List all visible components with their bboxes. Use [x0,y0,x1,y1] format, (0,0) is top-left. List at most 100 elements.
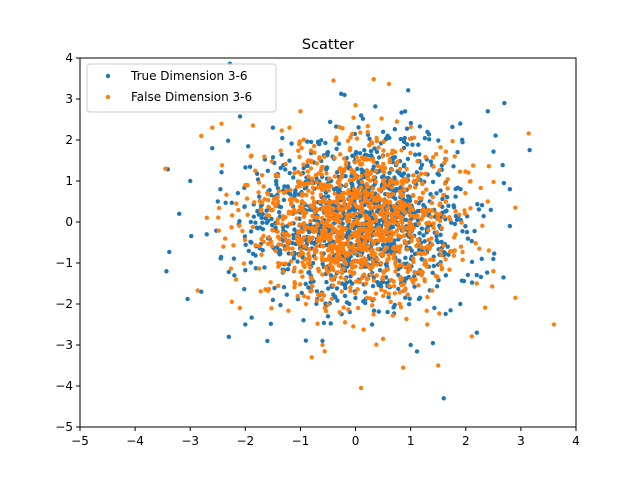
data-point [415,178,421,183]
data-point [459,278,465,283]
data-point [371,175,376,180]
data-point [389,185,395,190]
y-tick-label: 4 [65,51,73,65]
y-tick-label: 1 [65,174,73,188]
data-point [472,228,477,234]
data-point [301,166,306,171]
data-point [316,292,321,298]
data-point [390,313,396,318]
data-point [276,242,281,247]
data-point [392,126,398,132]
data-point [342,320,348,325]
data-point [384,225,389,230]
data-point [492,251,497,256]
data-point [447,214,452,220]
data-point [219,163,225,168]
data-point [235,190,241,196]
data-point [243,242,248,248]
data-point [451,235,457,240]
data-point [374,342,379,347]
data-point [421,209,427,214]
data-point [331,206,336,211]
data-point [219,170,224,175]
data-point [412,215,417,220]
data-point [375,257,380,262]
data-point [373,179,379,184]
data-point [376,238,381,243]
data-point [443,209,448,214]
data-point [242,204,247,209]
data-point [460,229,465,234]
data-point [256,212,262,217]
data-point [363,196,368,202]
data-point [287,221,292,227]
data-point [269,216,274,222]
data-point [339,270,345,276]
data-point [384,242,390,247]
data-point [477,246,482,251]
data-point [414,349,420,354]
data-point [357,214,363,219]
data-point [298,204,303,209]
data-point [280,269,286,274]
data-point [349,261,354,267]
data-point [368,157,373,162]
data-point [259,200,265,205]
data-point [417,230,422,236]
data-point [275,199,281,204]
data-point [374,226,379,232]
data-point [361,272,367,277]
data-point [405,246,410,252]
data-point [281,284,287,290]
data-point [297,282,303,287]
y-tick-label: 2 [65,133,73,147]
data-point [430,179,436,185]
data-point [366,184,371,189]
data-point [526,131,531,136]
data-point [185,296,190,302]
data-point [419,226,425,231]
data-point [407,185,412,190]
data-point [204,232,209,237]
data-point [438,232,443,237]
data-point [243,322,248,327]
data-point [419,272,424,278]
data-point [269,222,275,228]
data-point [265,190,270,196]
data-point [275,194,280,200]
data-point [340,236,345,241]
data-point [276,264,281,269]
data-point [370,283,376,289]
data-point [337,218,342,224]
data-point [277,209,282,215]
data-point [341,199,347,204]
data-point [313,256,318,261]
data-point [259,215,264,221]
data-point [441,396,446,401]
data-point [309,176,315,181]
data-point [428,257,433,262]
data-point [326,302,331,307]
data-point [376,187,382,192]
data-point [398,189,403,194]
data-point [351,187,357,192]
data-point [386,205,391,211]
data-point [342,283,348,288]
data-point [436,138,441,143]
data-point [438,248,444,253]
data-point [411,256,416,261]
data-point [367,136,372,142]
data-point [460,249,465,255]
data-point [286,251,291,256]
data-point [469,334,475,339]
data-point [428,214,434,219]
data-point [188,178,193,184]
data-point [314,301,319,307]
data-point [513,295,518,301]
data-point [275,229,280,234]
data-point [256,266,262,271]
data-point [319,297,325,302]
data-point [266,204,271,210]
data-point [439,239,444,245]
data-point [339,213,344,219]
